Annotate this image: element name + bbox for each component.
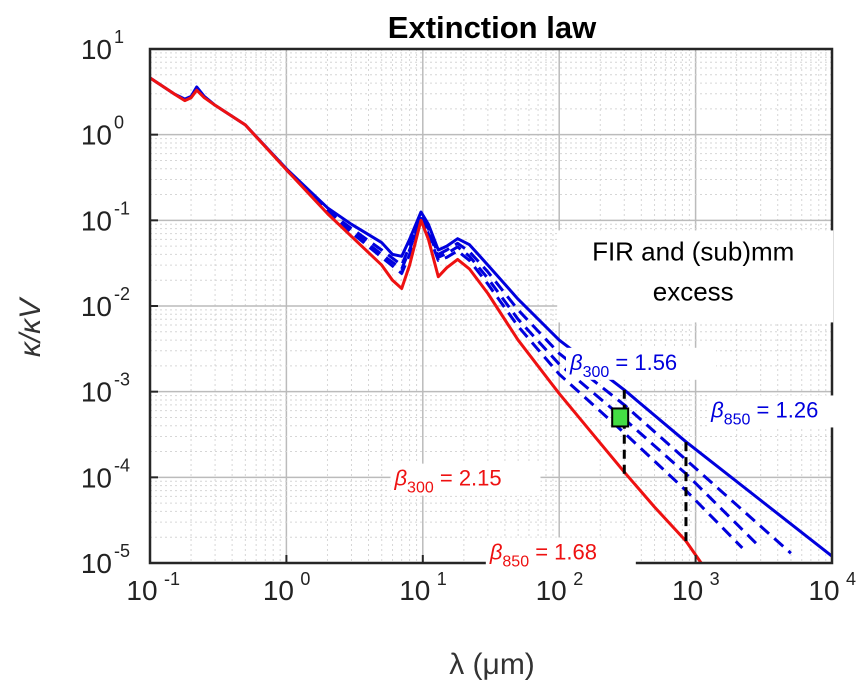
beta300-blue-bg: [566, 347, 717, 380]
series-line-blue-4: [285, 168, 744, 549]
note-box: [557, 230, 834, 323]
y-tick-label: 10: [81, 205, 112, 236]
y-tick-exponent: -2: [114, 284, 130, 304]
x-tick-exponent: 0: [300, 569, 310, 589]
y-tick-exponent: 0: [114, 113, 124, 133]
x-tick-label: 10: [263, 575, 294, 606]
x-axis-label: λ (μm): [449, 648, 535, 681]
y-tick-label: 10: [81, 120, 112, 151]
y-tick-exponent: 1: [114, 27, 124, 47]
x-tick-label: 10: [126, 575, 157, 606]
beta850-red-label: β850 = 1.68: [489, 539, 597, 570]
y-tick-label: 10: [81, 548, 112, 579]
x-tick-exponent: -1: [164, 569, 180, 589]
x-tick-label: 10: [399, 575, 430, 606]
y-tick-exponent: -4: [114, 455, 130, 475]
overlays: [611, 389, 688, 542]
beta300-blue-label: β300 = 1.56: [569, 350, 677, 381]
beta850-blue-bg: [707, 395, 858, 428]
beta300-red-bg: [390, 463, 541, 496]
x-tick-label: 10: [808, 575, 839, 606]
y-tick-label: 10: [81, 377, 112, 408]
y-tick-label: 10: [81, 34, 112, 65]
grid: [149, 49, 832, 564]
beta850-red-bg: [485, 537, 636, 570]
y-tick-exponent: -3: [114, 370, 130, 390]
y-tick-label: 10: [81, 462, 112, 493]
y-axis-label: κ/κV: [14, 296, 47, 357]
annotations: FIR and (sub)mm excess β300 = 1.56 β850 = 1…: [390, 230, 858, 570]
series-line-blue-2: [285, 168, 792, 555]
x-tick-exponent: 4: [846, 569, 856, 589]
x-tick-label: 10: [672, 575, 703, 606]
x-tick-exponent: 3: [710, 569, 720, 589]
beta850-blue-label: β850 = 1.26: [710, 397, 818, 428]
data-marker: [611, 407, 630, 428]
x-tick-exponent: 1: [437, 569, 447, 589]
y-tick-exponent: -5: [114, 541, 130, 561]
x-tick-label: 10: [536, 575, 567, 606]
x-tick-exponent: 2: [573, 569, 583, 589]
series-line-blue-1: [149, 76, 833, 558]
chart-title: Extinction law: [388, 10, 597, 45]
y-tick-exponent: -1: [114, 198, 130, 218]
y-tick-label: 10: [81, 291, 112, 322]
ticks: 10 -1 10 0 10 1 10 2 10 3 10 410 -510 -410 -310 -210 -11…: [81, 27, 856, 606]
note-line: FIR and (sub)mm: [592, 236, 794, 266]
beta300-red-label: β300 = 2.15: [393, 466, 501, 497]
series-line-red-5: [149, 76, 703, 564]
note-line: excess: [653, 276, 734, 306]
